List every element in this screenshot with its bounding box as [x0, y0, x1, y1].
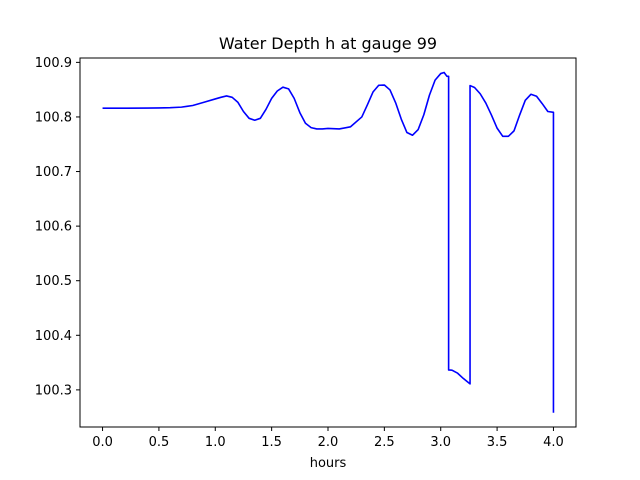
x-tick-label: 1.5	[261, 435, 282, 450]
x-tick-label: 3.0	[430, 435, 451, 450]
x-tick-label: 0.5	[149, 435, 170, 450]
x-tick-label: 3.5	[487, 435, 508, 450]
x-tick-label: 0.0	[92, 435, 113, 450]
y-axis: 100.3 100.4 100.5 100.6 100.7 100.8 100.9	[35, 56, 80, 398]
y-tick-label: 100.4	[35, 329, 72, 344]
x-tick-label: 2.0	[318, 435, 339, 450]
plot-background	[80, 58, 576, 427]
y-tick-label: 100.3	[35, 383, 72, 398]
x-tick-label: 4.0	[543, 435, 564, 450]
x-tick-label: 1.0	[205, 435, 226, 450]
x-axis-label: hours	[310, 456, 347, 471]
y-tick-label: 100.8	[35, 110, 72, 125]
series-line-water-depth	[102, 71, 555, 413]
y-tick-label: 100.5	[35, 274, 72, 289]
y-tick-label: 100.7	[35, 165, 72, 180]
plot-area	[79, 57, 577, 428]
y-tick-label: 100.6	[35, 220, 72, 235]
chart-title: Water Depth h at gauge 99	[219, 34, 437, 53]
x-axis: 0.0 0.5 1.0 1.5 2.0 2.5 3.0 3.5 4.0	[92, 427, 564, 450]
x-tick-label: 2.5	[374, 435, 395, 450]
y-tick-label: 100.9	[35, 56, 72, 71]
